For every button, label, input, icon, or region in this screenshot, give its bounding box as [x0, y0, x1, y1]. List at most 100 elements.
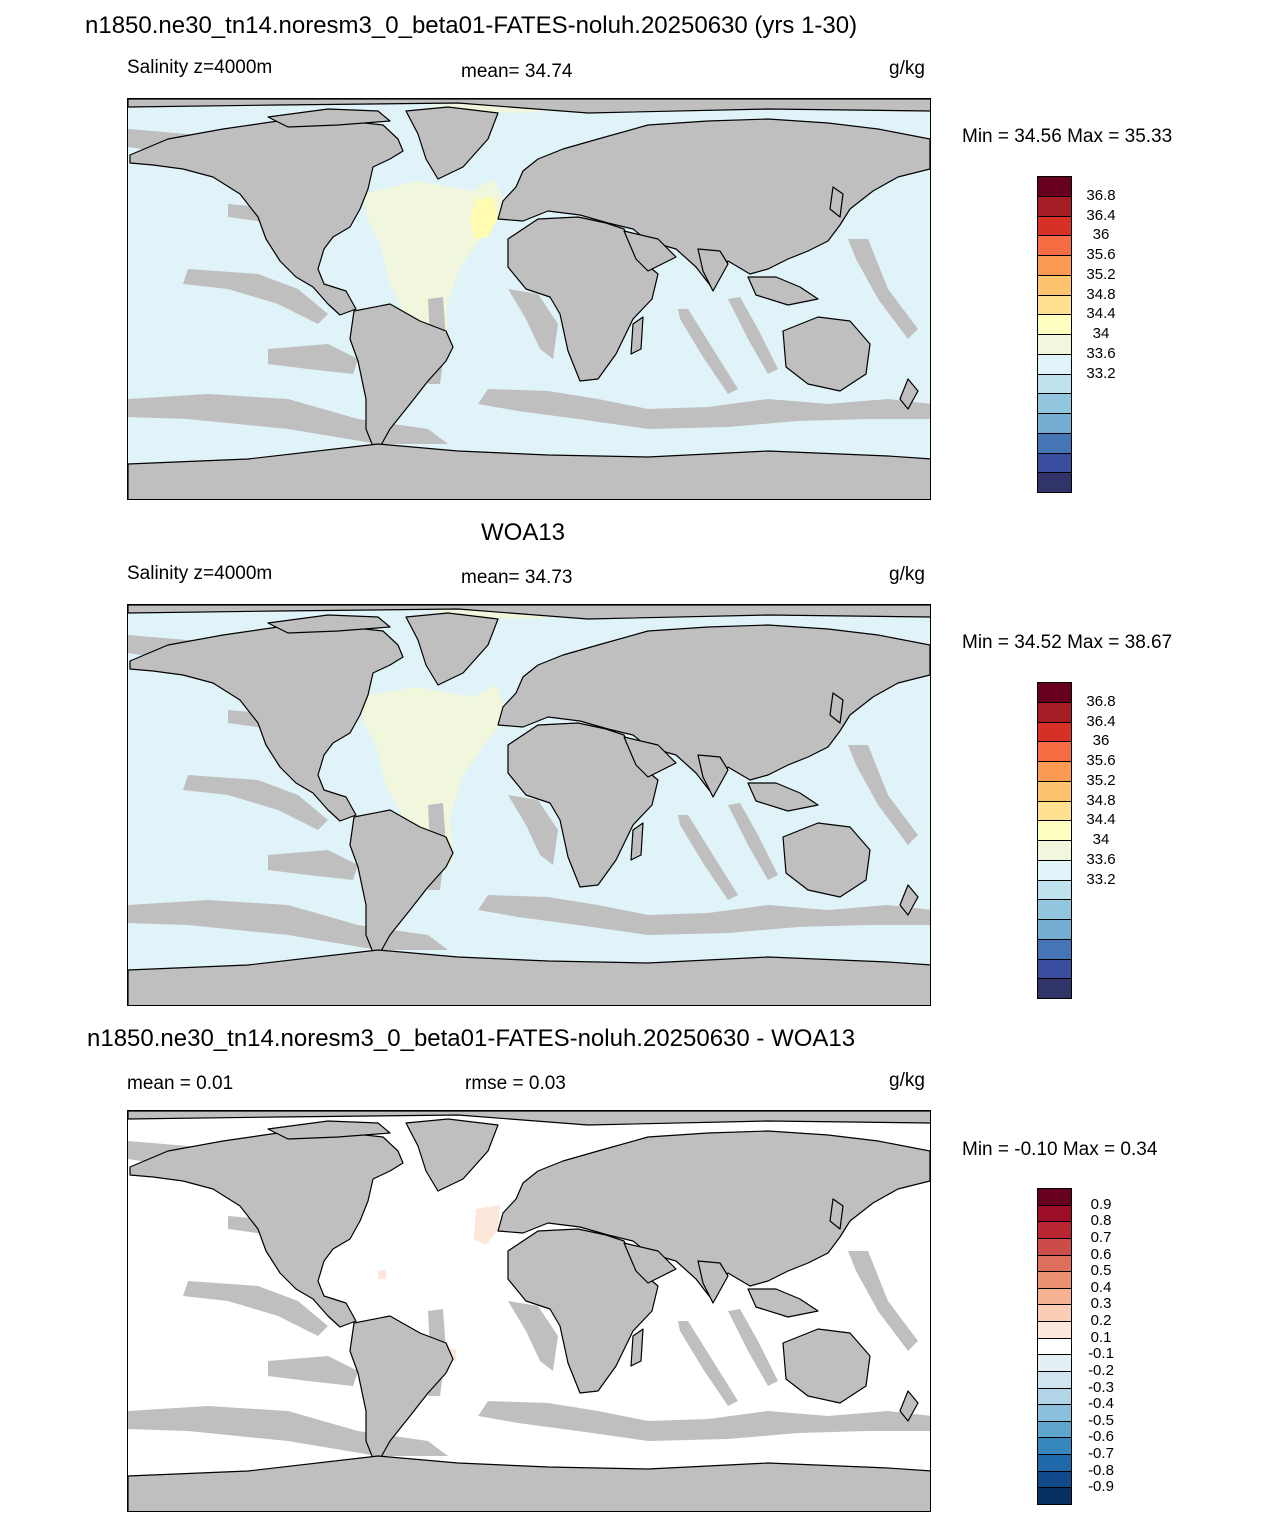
shallow-ocean-mask	[478, 389, 930, 429]
panel-3-units: g/kg	[889, 1070, 925, 1091]
continent-outline	[128, 605, 930, 620]
continent-outline	[128, 949, 930, 1005]
colorbar-tick-label: 36.8	[1086, 186, 1116, 204]
colorbar-swatch	[1037, 1237, 1072, 1256]
continent-outline	[128, 99, 930, 114]
shallow-ocean-mask	[183, 775, 328, 830]
continent-outline	[747, 1288, 819, 1318]
colorbar-swatch	[1037, 800, 1072, 822]
shallow-ocean-mask	[268, 1356, 358, 1386]
continent-outline	[267, 614, 391, 634]
shallow-ocean-mask	[728, 803, 778, 880]
shallow-ocean-mask	[268, 344, 358, 374]
panel-3-heading: n1850.ne30_tn14.noresm3_0_beta01-FATES-n…	[87, 1025, 856, 1052]
colorbar-swatch	[1037, 1188, 1072, 1206]
colorbar-tick-label: 0.7	[1090, 1228, 1112, 1246]
colorbar-tick-label: -0.4	[1088, 1395, 1114, 1413]
panel-2-map-svg	[128, 605, 930, 1005]
shallow-ocean-mask	[848, 745, 918, 845]
panel-1-minmax: Min = 34.56 Max = 35.33	[962, 126, 1173, 147]
shallow-ocean-mask	[268, 850, 358, 880]
colorbar-tick-label: 35.6	[1086, 246, 1116, 263]
colorbar-tick-label: 0.9	[1090, 1195, 1112, 1213]
colorbar-swatch	[1037, 958, 1072, 980]
panel-2-units: g/kg	[889, 564, 925, 585]
continent-outline	[349, 303, 454, 455]
colorbar-swatch	[1037, 840, 1072, 861]
panel-1-colorbar: 36.8 36.4 36 35.6 35.2 34.8 34.4 34 33.6 33.2	[1037, 176, 1116, 493]
continent-outline	[349, 1315, 454, 1467]
shallow-ocean-mask	[508, 289, 558, 359]
colorbar-tick-label: -0.5	[1088, 1411, 1114, 1429]
colorbar-swatch	[1037, 938, 1072, 960]
colorbar-swatch	[1037, 682, 1072, 703]
salinity-anomaly-region	[378, 1269, 386, 1279]
colorbar-tick-label: 36	[1092, 226, 1110, 244]
continent-outline	[507, 722, 659, 888]
colorbar-swatch	[1037, 1321, 1072, 1339]
colorbar-swatch	[1037, 334, 1072, 355]
panel-3-minmax: Min = -0.10 Max = 0.34	[962, 1139, 1158, 1160]
continent-outline	[630, 316, 644, 355]
continent-outline	[405, 106, 499, 180]
colorbar-swatch	[1037, 899, 1072, 920]
panel-2-map	[127, 604, 931, 1006]
salinity-anomaly-region	[358, 685, 510, 877]
shallow-ocean-mask	[478, 1401, 930, 1441]
figure-title: n1850.ne30_tn14.noresm3_0_beta01-FATES-n…	[85, 12, 858, 39]
colorbar-swatch	[1037, 1387, 1072, 1406]
colorbar-tick-label: 34.8	[1086, 285, 1116, 303]
colorbar-tick-label: 33.6	[1086, 344, 1116, 362]
colorbar-swatch	[1037, 1337, 1072, 1356]
continent-outline	[899, 1390, 919, 1422]
colorbar-swatch	[1037, 413, 1072, 434]
continent-outline	[129, 118, 404, 316]
panel-2-colorbar: 36.8 36.4 36 35.6 35.2 34.8 34.4 34 33.6 33.2	[1037, 682, 1116, 999]
continent-outline	[782, 1328, 871, 1404]
continent-outline	[829, 692, 844, 724]
shallow-ocean-mask	[848, 1251, 918, 1351]
colorbar-swatch	[1037, 274, 1072, 296]
shallow-ocean-mask	[678, 815, 738, 900]
colorbar-tick-label: 35.2	[1086, 771, 1116, 789]
colorbar-swatch	[1037, 294, 1072, 316]
panel-1-variable-label: Salinity z=4000m	[127, 57, 273, 78]
continent-outline	[899, 378, 919, 410]
panel-1-units: g/kg	[889, 58, 925, 79]
colorbar-tick-label: 35.2	[1086, 265, 1116, 283]
panel-3-mean: mean = 0.01	[127, 1073, 234, 1094]
colorbar-swatch	[1037, 919, 1072, 940]
colorbar-swatch	[1037, 314, 1072, 335]
colorbar-swatch	[1037, 741, 1072, 762]
colorbar-tick-label: 36.4	[1086, 712, 1116, 730]
continent-outline	[128, 1111, 930, 1126]
continent-outline	[782, 822, 871, 898]
colorbar-tick-label: -0.6	[1088, 1428, 1114, 1446]
panel-3-rmse: rmse = 0.03	[465, 1073, 566, 1094]
continent-outline	[405, 1118, 499, 1192]
colorbar-tick-label: 33.2	[1086, 364, 1116, 382]
colorbar-tick-label: 0.6	[1090, 1245, 1112, 1263]
continent-outline	[829, 186, 844, 218]
colorbar-swatch	[1037, 761, 1072, 782]
colorbar-swatch	[1037, 472, 1072, 493]
colorbar-tick-label: 34.8	[1086, 791, 1116, 809]
continent-outline	[129, 624, 404, 822]
colorbar-swatch	[1037, 978, 1072, 999]
salinity-anomaly-region	[470, 197, 498, 239]
colorbar-swatch	[1037, 255, 1072, 276]
colorbar-tick-label: 0.5	[1090, 1262, 1112, 1280]
colorbar-swatch	[1037, 879, 1072, 901]
colorbar-swatch	[1037, 393, 1072, 414]
shallow-ocean-mask	[678, 1321, 738, 1406]
panel-2-mean: mean= 34.73	[461, 567, 573, 588]
colorbar-tick-label: -0.8	[1088, 1461, 1114, 1479]
colorbar-tick-label: -0.9	[1088, 1478, 1114, 1496]
panel-2-variable-label: Salinity z=4000m	[127, 563, 273, 584]
colorbar-swatch	[1037, 1271, 1072, 1289]
colorbar-swatch	[1037, 1404, 1072, 1422]
shallow-ocean-mask	[478, 895, 930, 935]
colorbar-swatch	[1037, 859, 1072, 881]
colorbar-swatch	[1037, 780, 1072, 802]
colorbar-swatch	[1037, 1420, 1072, 1439]
